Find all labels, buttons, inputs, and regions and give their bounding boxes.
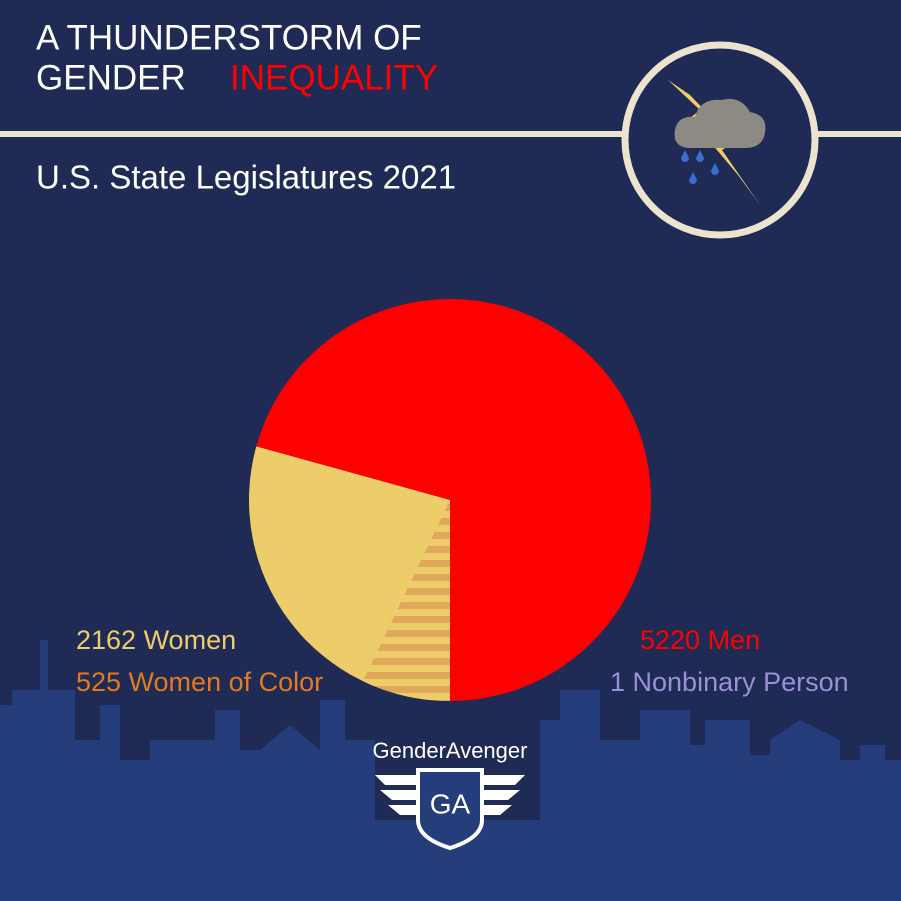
logo-mark: GA — [430, 788, 471, 819]
pie-subset-slice — [362, 500, 450, 701]
subset-label: 525 Women of Color — [76, 667, 323, 697]
logo: GenderAvenger GA — [373, 738, 528, 851]
slice-label: 5220 Men — [640, 625, 760, 655]
pie-slice — [256, 298, 651, 701]
legend-labels: 5220 Men 2162 Women 1 Nonbinary Person 525 … — [76, 625, 849, 697]
subtitle: U.S. State Legislatures 2021 — [36, 159, 456, 196]
logo-name: GenderAvenger — [373, 738, 528, 763]
title-highlight: INEQUALITY — [230, 58, 438, 97]
pie — [249, 298, 651, 701]
title-line: A THUNDERSTORM OF — [36, 18, 422, 57]
storm-icon — [668, 80, 766, 205]
slice-label: 1 Nonbinary Person — [610, 667, 849, 697]
skyline — [0, 640, 901, 901]
slice-label: 2162 Women — [76, 625, 236, 655]
title-line: GENDER — [36, 58, 186, 97]
